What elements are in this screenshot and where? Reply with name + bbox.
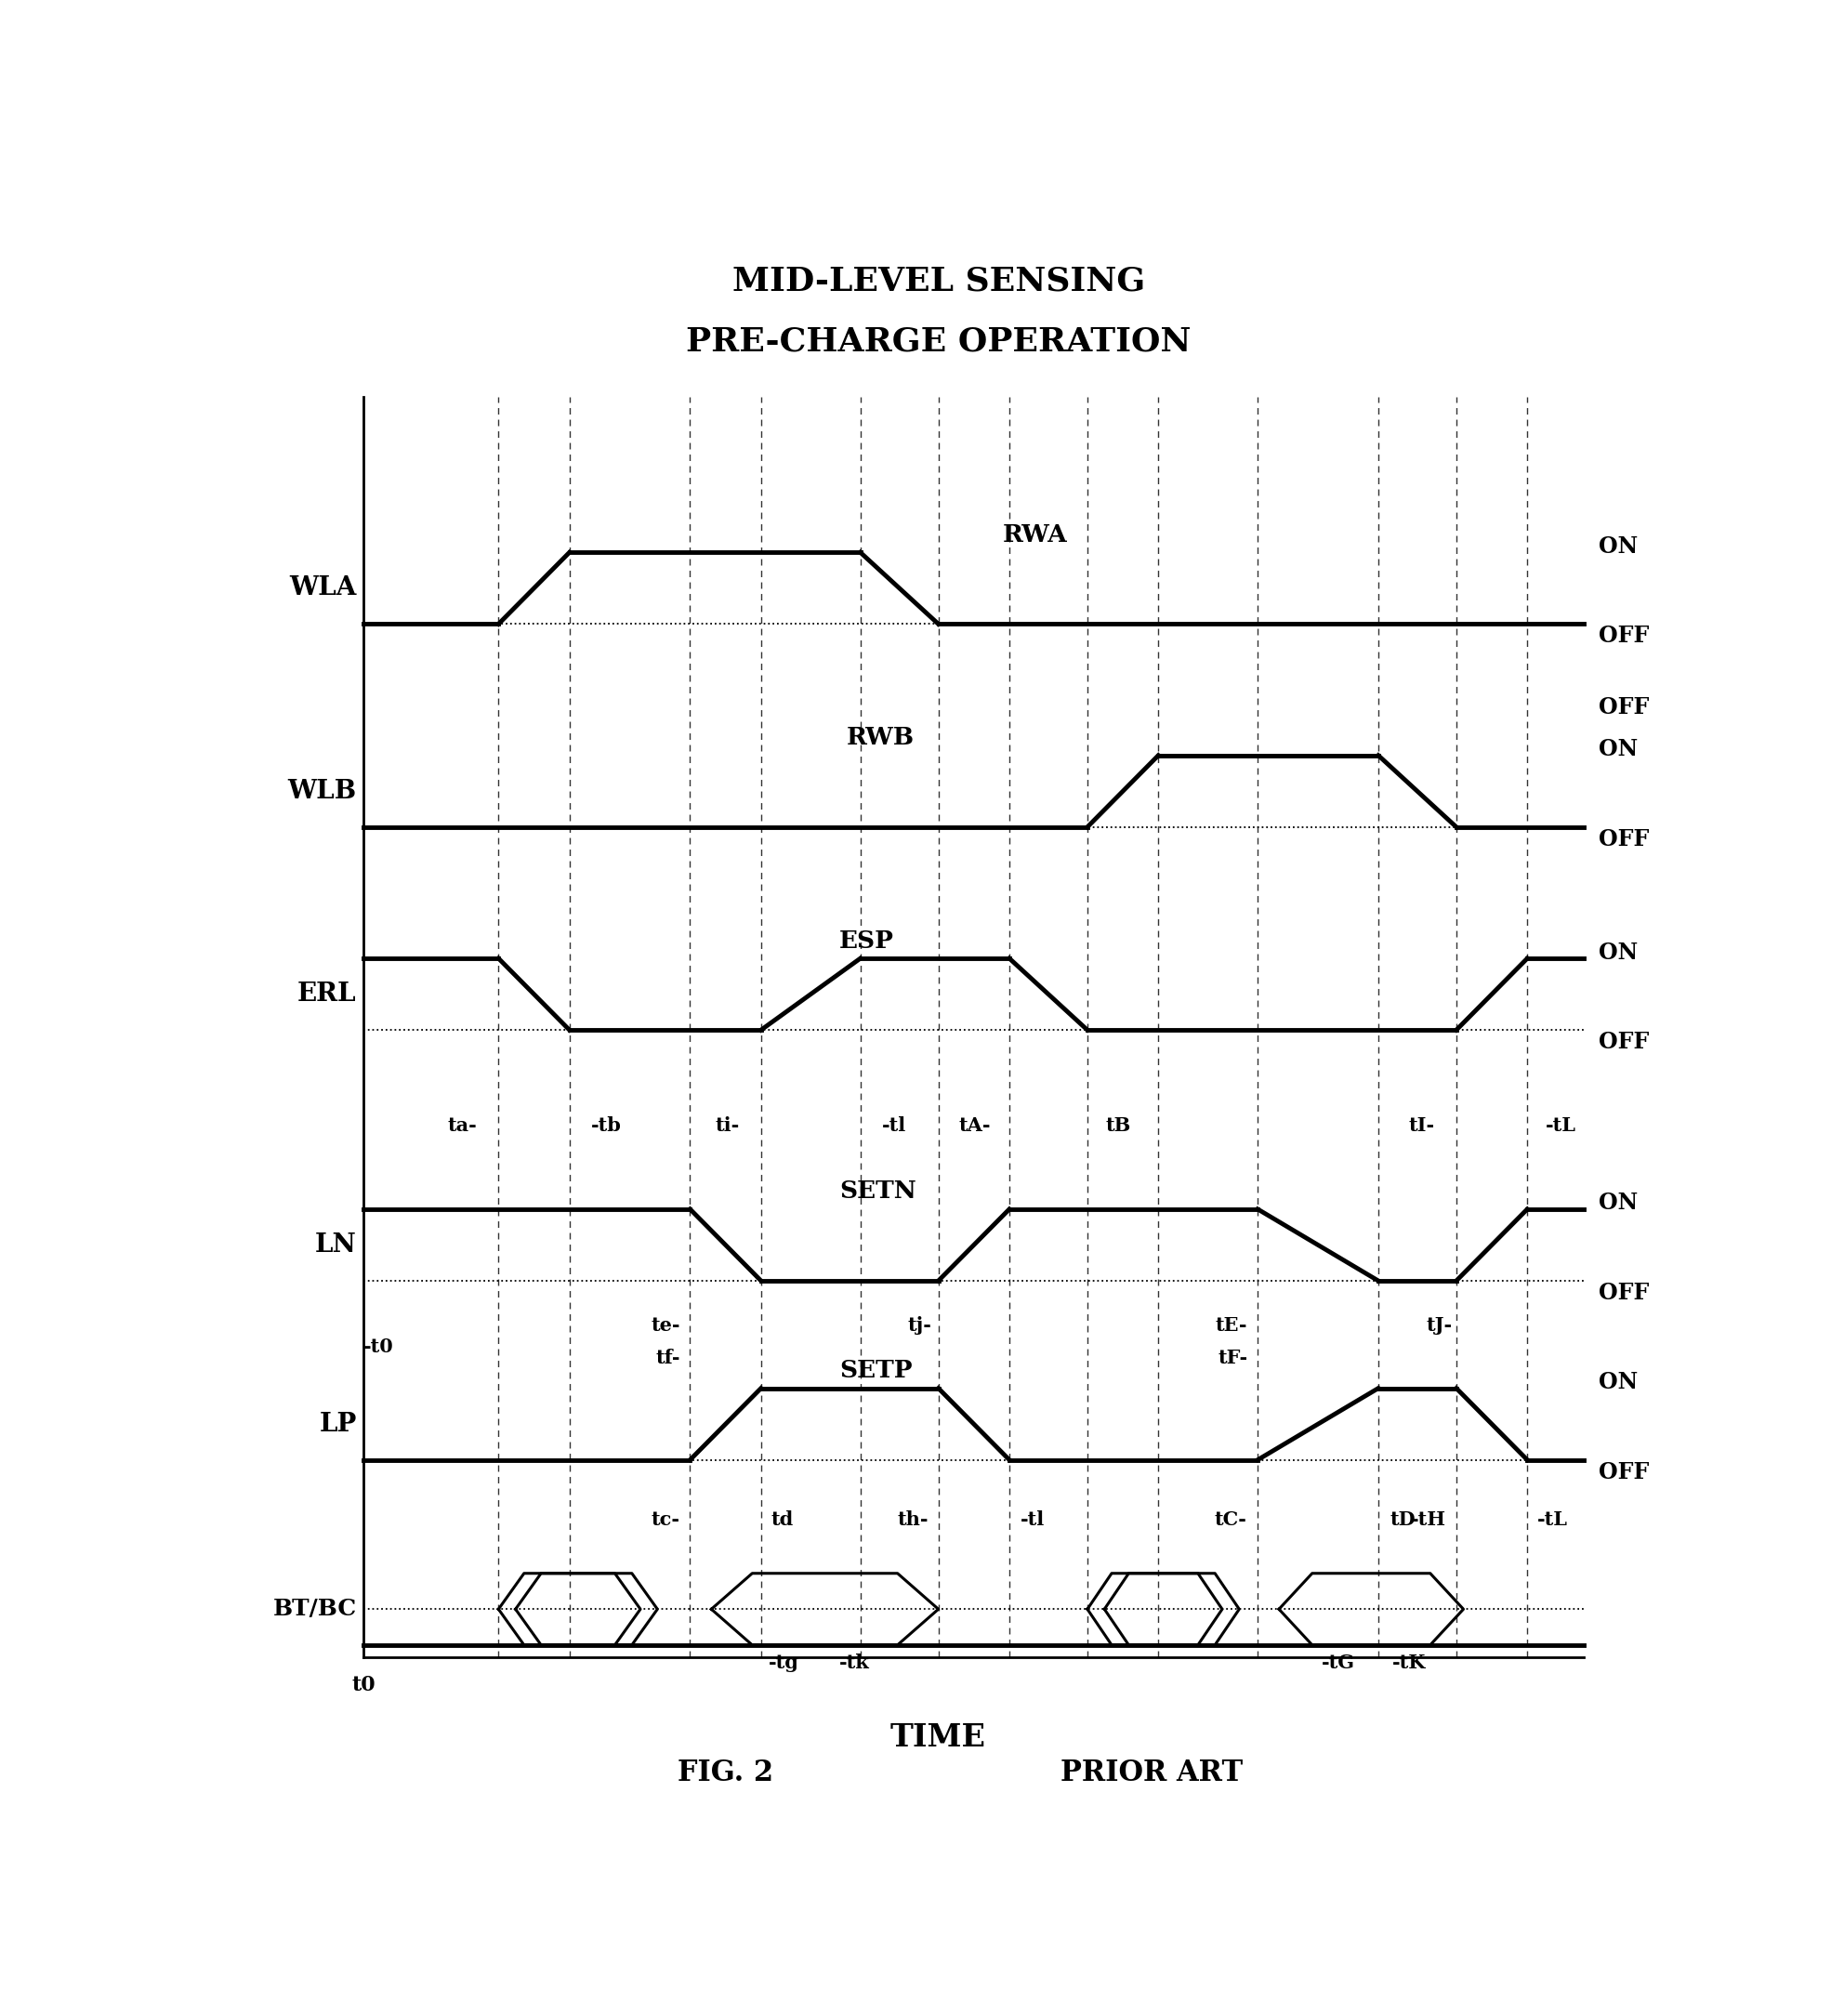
Text: FIG. 2: FIG. 2 (677, 1758, 773, 1788)
Text: PRE-CHARGE OPERATION: PRE-CHARGE OPERATION (687, 325, 1190, 357)
Text: -tg: -tg (769, 1653, 798, 1671)
Text: -tH: -tH (1412, 1510, 1446, 1528)
Text: tI-: tI- (1408, 1117, 1436, 1135)
Text: tF-: tF- (1218, 1349, 1247, 1367)
Text: RWA: RWA (1002, 524, 1067, 546)
Text: LP: LP (319, 1411, 357, 1437)
Text: SETP: SETP (839, 1359, 912, 1383)
Text: td: td (771, 1510, 793, 1528)
Text: ON: ON (1598, 1191, 1637, 1214)
Text: tE-: tE- (1216, 1316, 1247, 1335)
Text: ESP: ESP (839, 929, 894, 952)
Text: PRIOR ART: PRIOR ART (1060, 1758, 1243, 1788)
Text: WLB: WLB (287, 778, 357, 804)
Text: OFF: OFF (1598, 1462, 1648, 1484)
Text: -tG: -tG (1322, 1653, 1355, 1671)
Text: tJ-: tJ- (1426, 1316, 1452, 1335)
Text: te-: te- (650, 1316, 679, 1335)
Text: t0: t0 (352, 1675, 375, 1695)
Text: -tb: -tb (591, 1117, 621, 1135)
Text: OFF: OFF (1598, 625, 1648, 647)
Text: TIME: TIME (890, 1722, 987, 1754)
Text: OFF: OFF (1598, 1282, 1648, 1304)
Text: tB: tB (1106, 1117, 1132, 1135)
Text: tj-: tj- (906, 1316, 932, 1335)
Text: WLA: WLA (289, 577, 357, 601)
Text: -tl: -tl (1020, 1510, 1046, 1528)
Text: -tk: -tk (839, 1653, 870, 1671)
Text: ON: ON (1598, 941, 1637, 964)
Text: tc-: tc- (652, 1510, 679, 1528)
Text: ON: ON (1598, 536, 1637, 558)
Text: tf-: tf- (655, 1349, 679, 1367)
Text: ti-: ti- (716, 1117, 740, 1135)
Text: tA-: tA- (959, 1117, 991, 1135)
Text: -tL: -tL (1538, 1510, 1567, 1528)
Text: -tL: -tL (1545, 1117, 1576, 1135)
Text: ON: ON (1598, 738, 1637, 760)
Text: OFF: OFF (1598, 696, 1648, 720)
Text: th-: th- (897, 1510, 928, 1528)
Text: MID-LEVEL SENSING: MID-LEVEL SENSING (732, 266, 1144, 298)
Text: ta-: ta- (449, 1117, 478, 1135)
Text: LN: LN (315, 1232, 357, 1258)
Text: -t0: -t0 (364, 1337, 394, 1355)
Text: tD: tD (1390, 1510, 1415, 1528)
Text: -tK: -tK (1393, 1653, 1426, 1671)
Text: SETN: SETN (839, 1179, 916, 1204)
Text: OFF: OFF (1598, 829, 1648, 851)
Text: RWB: RWB (846, 726, 914, 750)
Text: -tl: -tl (883, 1117, 906, 1135)
Text: BT/BC: BT/BC (273, 1599, 357, 1621)
Text: OFF: OFF (1598, 1030, 1648, 1052)
Text: tC-: tC- (1214, 1510, 1247, 1528)
Text: ERL: ERL (297, 982, 357, 1006)
Text: ON: ON (1598, 1371, 1637, 1393)
